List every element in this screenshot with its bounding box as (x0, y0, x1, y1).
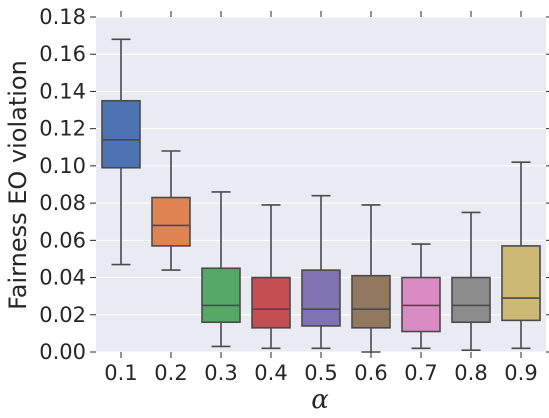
box-rect (301, 269, 341, 327)
y-tick-label: 0.10 (39, 154, 86, 178)
y-tick-label: 0.14 (39, 79, 86, 103)
box-group-0.8 (451, 211, 491, 351)
x-tick-label: 0.2 (154, 361, 187, 385)
y-axis-label: Fairness EO violation (4, 60, 32, 310)
y-tick-label: 0.00 (39, 340, 86, 364)
box-group-0.3 (201, 191, 241, 348)
box-rect (351, 274, 391, 329)
y-tick-label: 0.08 (39, 191, 86, 215)
y-tick-label: 0.04 (39, 266, 86, 290)
box-rect (451, 276, 491, 324)
x-tick-label: 0.6 (354, 361, 387, 385)
x-tick-label: 0.4 (254, 361, 287, 385)
y-tick-label: 0.06 (39, 228, 86, 252)
box-group-0.9 (501, 161, 541, 350)
x-tick-label: 0.8 (454, 361, 487, 385)
x-axis-label: α (311, 385, 329, 415)
box-group-0.5 (301, 194, 341, 350)
box-rect (101, 99, 141, 169)
x-tick-label: 0.5 (304, 361, 337, 385)
box-group-0.4 (251, 204, 291, 350)
y-tick-label: 0.16 (39, 42, 86, 66)
box-group-0.6 (351, 204, 391, 353)
x-tick-labels: 0.1 0.2 0.3 0.4 0.5 0.6 0.7 0.8 0.9 (104, 11, 538, 385)
box-group-0.2 (151, 150, 191, 271)
y-tick-label: 0.12 (39, 117, 86, 141)
box-rect (201, 267, 241, 324)
y-tick-label: 0.02 (39, 303, 86, 327)
x-tick-label: 0.3 (204, 361, 237, 385)
x-tick-label: 0.7 (404, 361, 437, 385)
boxes-layer (101, 38, 541, 353)
box-group-0.1 (101, 38, 141, 266)
box-rect (401, 276, 441, 333)
x-tick-label: 0.9 (504, 361, 537, 385)
y-tick-label: 0.18 (39, 5, 86, 29)
box-rect (151, 196, 191, 247)
box-rect (501, 245, 541, 322)
x-tick-label: 0.1 (104, 361, 137, 385)
y-tick-labels: 0.00 0.02 0.04 0.06 0.08 0.10 0.12 0.14 0.16 0.18 (39, 5, 549, 364)
box-group-0.7 (401, 243, 441, 350)
box-rect (251, 276, 291, 329)
